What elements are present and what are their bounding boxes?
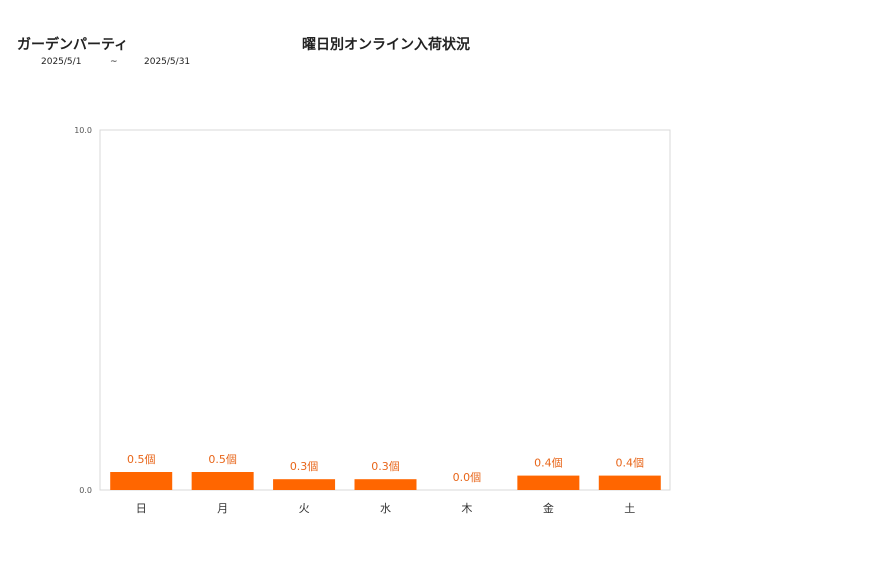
x-tick-label-3: 水	[380, 502, 391, 515]
bar-5	[517, 475, 580, 490]
date-separator: ~	[110, 57, 118, 67]
bar-value-label-4: 0.0個	[453, 471, 482, 484]
bar-value-label-1: 0.5個	[208, 453, 237, 466]
x-tick-label-2: 火	[299, 502, 310, 515]
bar-3	[354, 479, 417, 490]
shop-name: ガーデンパーティ	[17, 37, 129, 53]
x-tick-label-4: 木	[461, 502, 472, 515]
date-end: 2025/5/31	[144, 57, 191, 67]
x-tick-label-5: 金	[543, 501, 554, 515]
bar-2	[273, 479, 336, 490]
bar-value-label-6: 0.4個	[616, 457, 645, 470]
bar-6	[598, 475, 661, 490]
y-tick-min: 0.0	[79, 486, 92, 495]
date-start: 2025/5/1	[41, 57, 82, 67]
x-tick-label-1: 月	[217, 502, 228, 515]
bar-value-label-3: 0.3個	[371, 460, 400, 473]
plot-frame	[99, 129, 671, 491]
bar-1	[191, 472, 254, 490]
x-tick-label-0: 日	[136, 502, 147, 515]
x-tick-label-6: 土	[624, 502, 635, 515]
y-tick-max: 10.0	[74, 126, 92, 135]
bar-value-label-0: 0.5個	[127, 453, 156, 466]
bar-0	[110, 472, 173, 490]
chart-title: 曜日別オンライン入荷状況	[302, 37, 470, 53]
bar-value-label-5: 0.4個	[534, 457, 563, 470]
bar-value-label-2: 0.3個	[290, 460, 319, 473]
